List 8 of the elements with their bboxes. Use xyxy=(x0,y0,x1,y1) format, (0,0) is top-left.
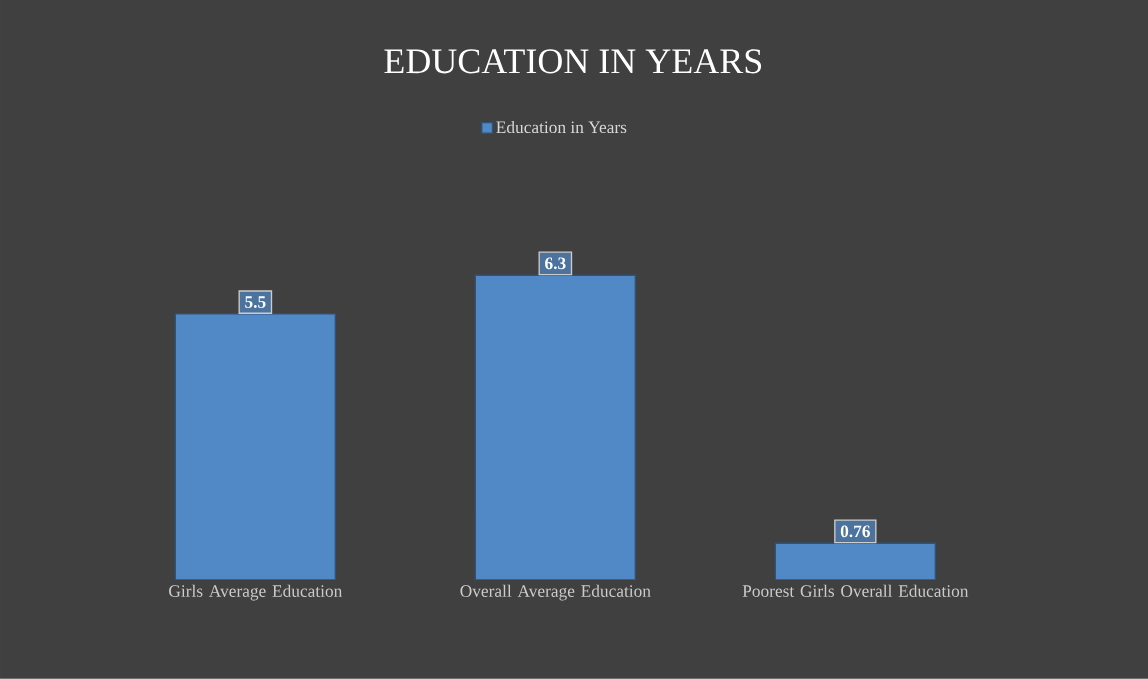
chart-title: EDUCATION IN YEARS xyxy=(384,49,762,74)
x-tick-label: Girls Average Education xyxy=(169,584,343,601)
x-tick-label: Overall Average Education xyxy=(460,584,651,601)
x-tick-label: Poorest Girls Overall Education xyxy=(742,584,969,598)
legend-label: Education in Years xyxy=(496,121,627,134)
data-label: 5.5 xyxy=(245,296,266,309)
data-label: 0.76 xyxy=(840,525,870,538)
data-label: 6.3 xyxy=(545,257,566,270)
